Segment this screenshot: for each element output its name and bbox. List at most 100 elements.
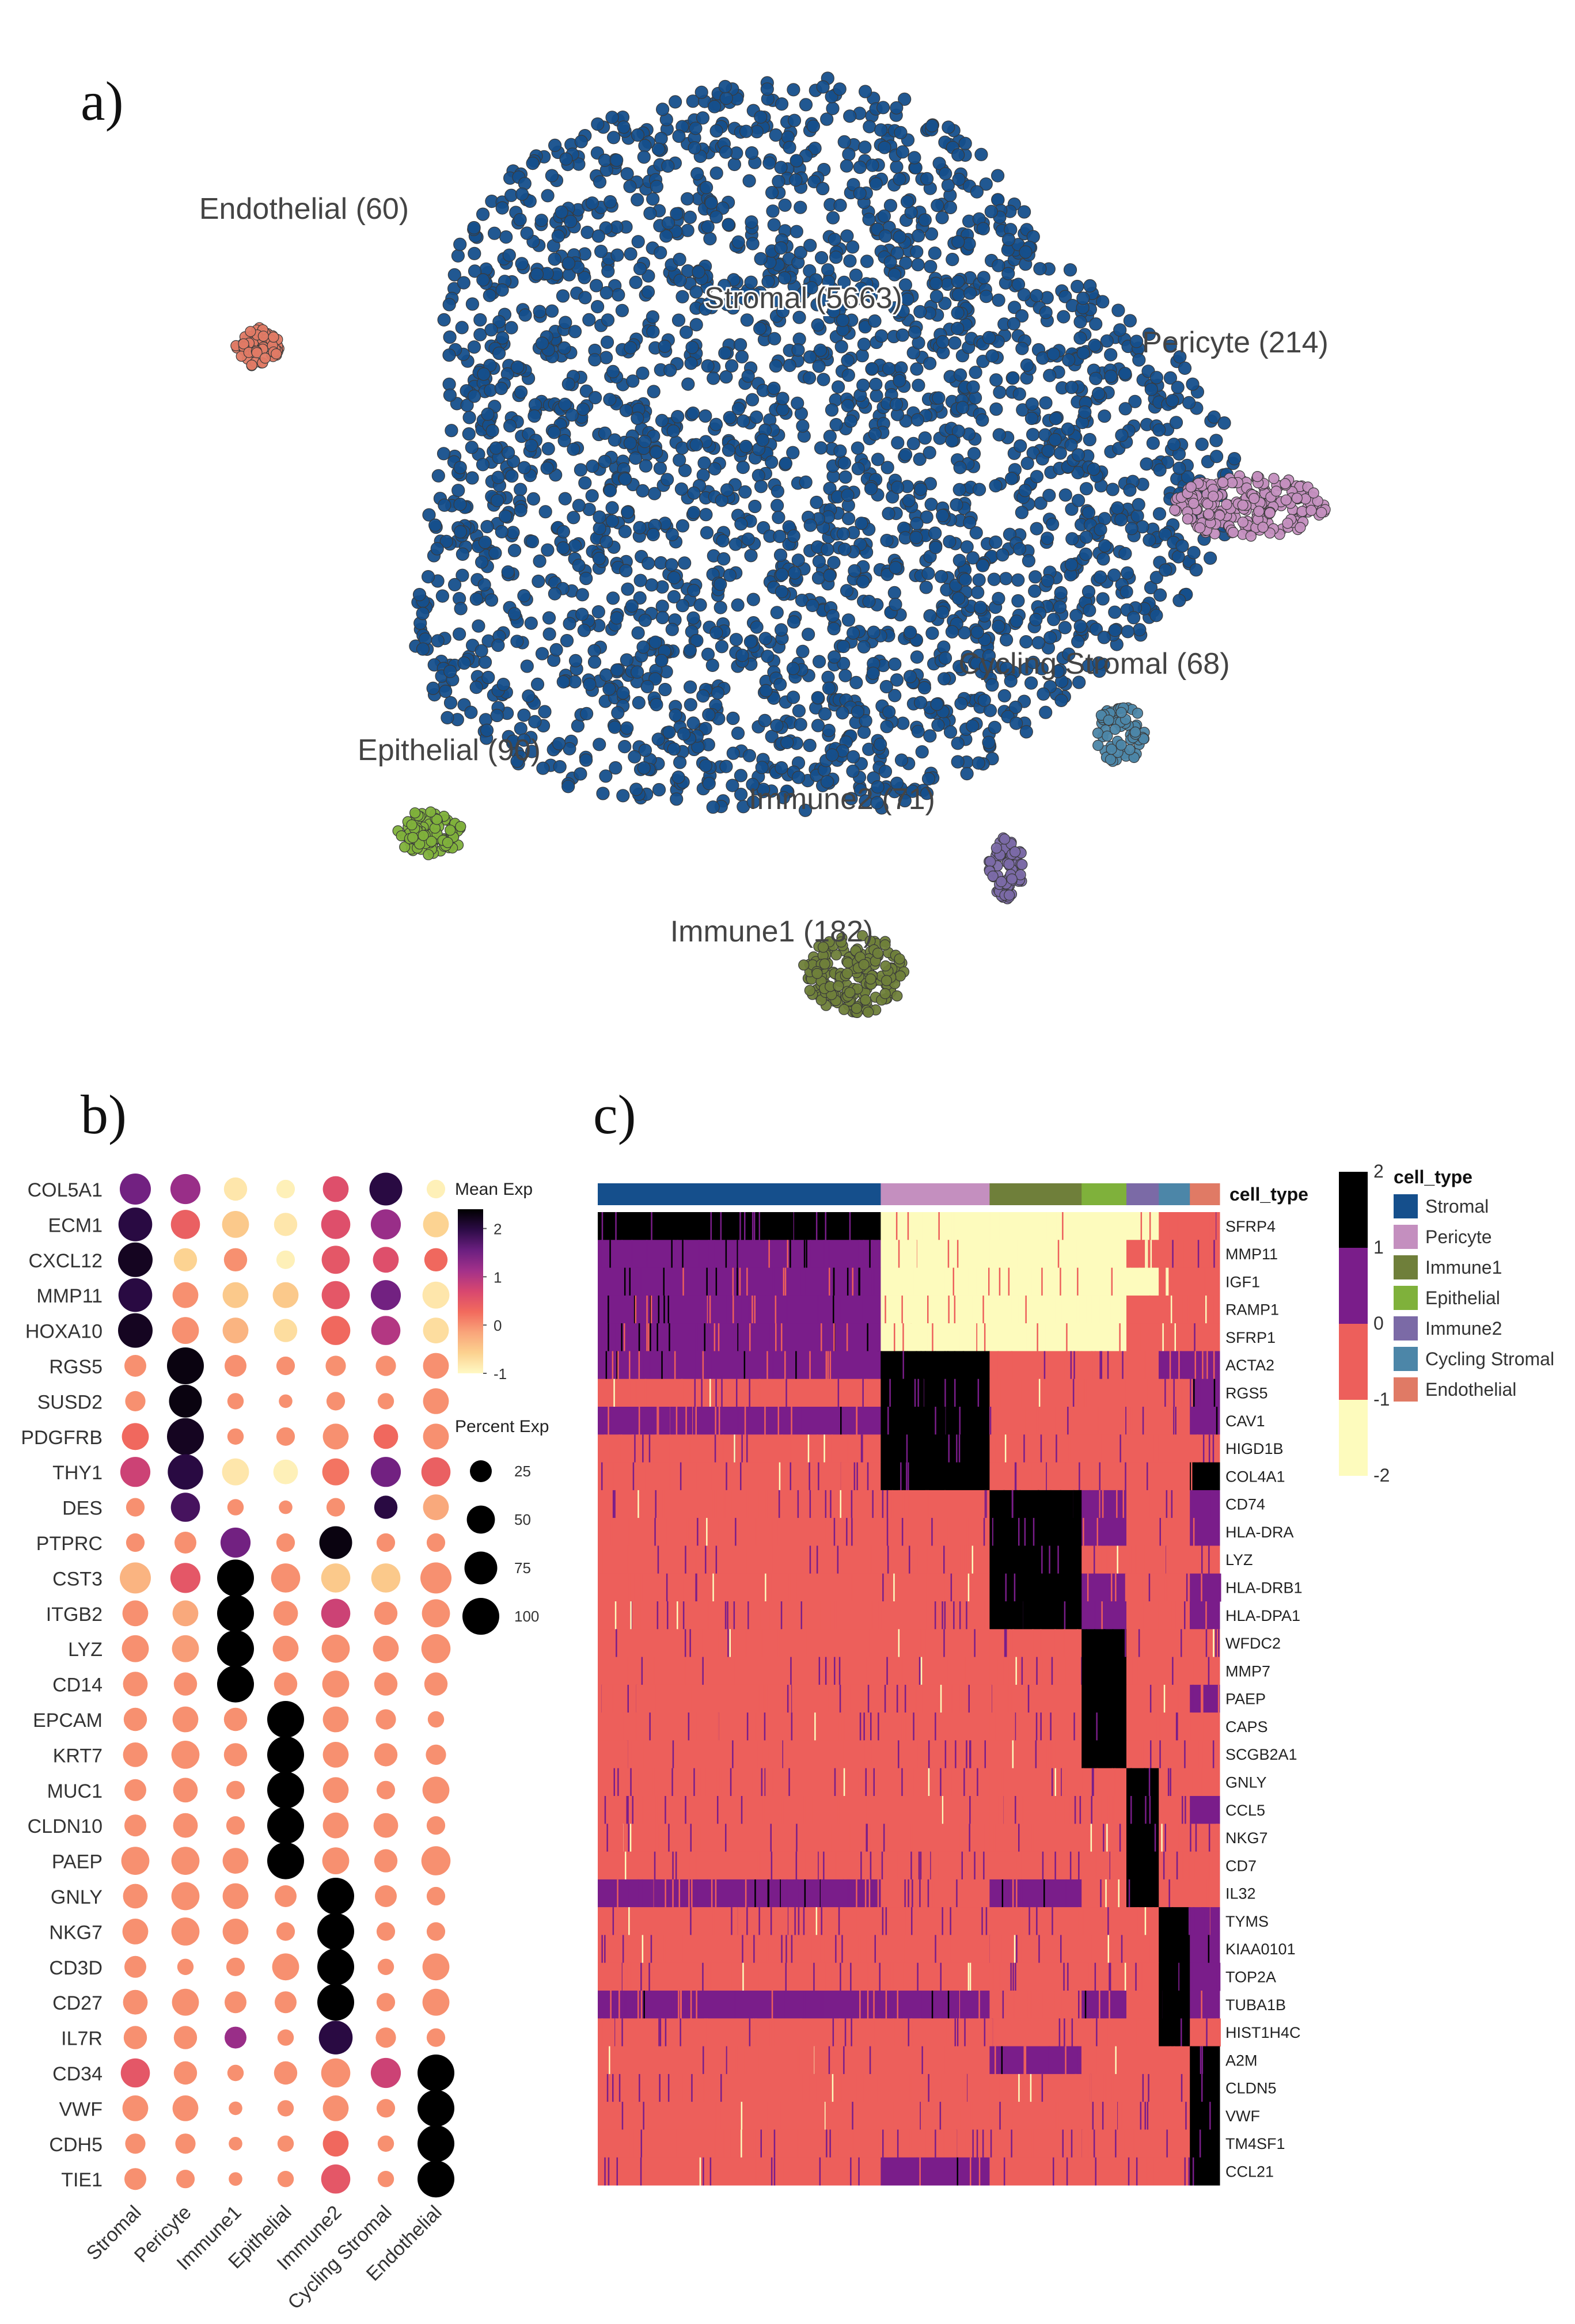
cell-point: [443, 664, 457, 678]
heat-cell: [1099, 1295, 1102, 1324]
cell-point: [826, 211, 840, 225]
heat-cell: [718, 1323, 720, 1351]
cell-point: [1280, 478, 1291, 489]
heat-cell: [714, 1240, 715, 1269]
cell-point: [833, 444, 847, 458]
heat-cell: [643, 1351, 644, 1380]
heat-cell: [783, 1267, 785, 1296]
heat-cell: [965, 1712, 966, 1741]
heat-cell: [1138, 1323, 1141, 1351]
dot: [322, 1847, 350, 1875]
cell-point: [894, 953, 905, 964]
dot: [322, 1423, 349, 1450]
cell-point: [696, 111, 710, 125]
cell-point: [1189, 563, 1203, 577]
heat-cell: [613, 1379, 615, 1407]
cell-point: [480, 519, 494, 534]
heat-cell: [1091, 1295, 1093, 1324]
heat-cell: [872, 1490, 874, 1518]
cell-point: [677, 727, 691, 741]
heat-block: [1081, 1545, 1127, 1574]
dot: [274, 1213, 298, 1236]
cell-point: [648, 635, 662, 650]
cell-point: [1308, 487, 1319, 499]
cell-point: [600, 335, 614, 350]
heat-cell: [1205, 1351, 1207, 1380]
dot: [276, 1356, 295, 1376]
heat-cell: [628, 1518, 630, 1546]
heat-cell: [1066, 1323, 1068, 1351]
cell-point: [1089, 371, 1103, 385]
heat-cell: [745, 1545, 747, 1574]
cell-point: [1178, 361, 1192, 375]
heat-cell: [681, 1379, 682, 1407]
dot: [227, 2064, 244, 2082]
cell-point: [963, 286, 977, 300]
heat-cell: [739, 1295, 741, 1324]
cell-point: [910, 413, 925, 427]
heat-cell: [943, 1629, 945, 1658]
heat-cell: [616, 1740, 617, 1769]
heat-cell: [1099, 1545, 1102, 1574]
heat-cell: [833, 1518, 836, 1546]
cell-point: [620, 167, 634, 181]
cell-point: [669, 708, 682, 722]
heat-cell: [675, 1407, 678, 1435]
cell-point: [457, 276, 470, 290]
heat-cell: [900, 1462, 902, 1491]
heat-cell: [926, 1573, 928, 1602]
cell-point: [945, 625, 959, 639]
heat-cell: [1084, 1379, 1087, 1407]
dot: [173, 1778, 198, 1803]
cell-point: [1133, 622, 1147, 637]
cell-point: [1182, 396, 1196, 410]
heat-cell: [870, 1712, 872, 1741]
dot: [123, 1989, 148, 2015]
heat-block: [1159, 1351, 1190, 1380]
heat-cell: [642, 1434, 644, 1463]
cell-point: [502, 248, 516, 262]
dot: [370, 1457, 401, 1487]
heat-cell: [614, 1490, 616, 1518]
heat-cell: [933, 1657, 935, 1685]
cell-point: [636, 640, 650, 654]
heat-cell: [701, 1379, 703, 1407]
heat-cell: [727, 1629, 729, 1658]
heat-block: [989, 1462, 1082, 1491]
cell-point: [826, 101, 840, 115]
cell-point: [921, 567, 935, 580]
heat-cell: [916, 1462, 918, 1491]
heat-block: [1126, 1351, 1159, 1380]
heat-cell: [895, 1712, 897, 1741]
cell-point: [418, 830, 429, 841]
heat-cell: [870, 1545, 872, 1574]
heat-cell: [860, 1379, 863, 1407]
dot: [225, 1991, 246, 2014]
cell-point: [593, 521, 606, 536]
heat-block: [1126, 1657, 1159, 1685]
heat-cell: [695, 1407, 697, 1435]
cell-point: [1079, 547, 1093, 561]
cell-point: [714, 601, 727, 614]
heat-cell: [1130, 1407, 1133, 1435]
cell-point: [673, 252, 686, 267]
heat-cell: [729, 1629, 731, 1658]
cell-point: [563, 617, 576, 631]
cell-point: [1107, 568, 1121, 582]
cell-point: [567, 442, 580, 456]
cell-point: [719, 145, 733, 159]
heat-cell: [1119, 1323, 1121, 1351]
dot: [173, 2061, 198, 2085]
heat-cell: [704, 1267, 706, 1296]
heat-cell: [1096, 1462, 1098, 1491]
cell-point: [699, 181, 714, 195]
heat-cell: [896, 1684, 898, 1713]
cell-point: [469, 592, 483, 606]
heat-cell: [1067, 1407, 1069, 1435]
heat-block: [881, 1323, 990, 1351]
cell-point: [1022, 554, 1036, 568]
dot: [321, 1598, 351, 1628]
cell-point: [515, 257, 529, 271]
dot: [426, 1886, 446, 1906]
heat-cell: [1156, 1684, 1157, 1713]
